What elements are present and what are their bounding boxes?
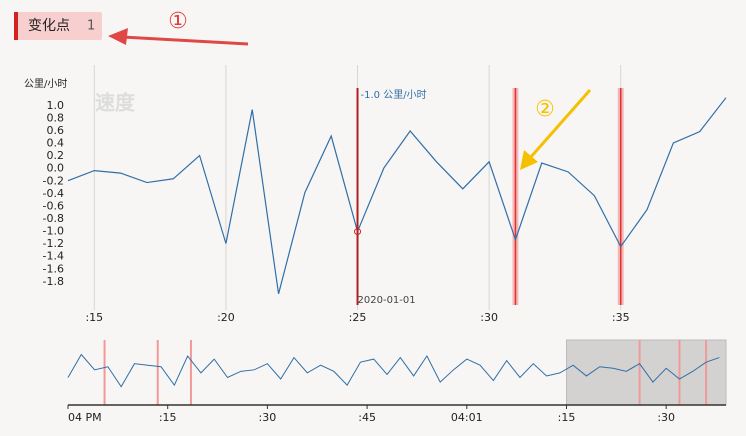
navigator-tick-label: 04:01: [451, 411, 483, 424]
navigator-tick-label: 04 PM: [68, 411, 102, 424]
y-tick-label: -1.8: [43, 275, 64, 288]
arrow: [528, 89, 592, 159]
y-tick-label: -0.2: [43, 174, 64, 187]
y-tick-label: -0.4: [43, 187, 64, 200]
badge-bg: [14, 12, 102, 40]
navigator-tick-label: :30: [657, 411, 675, 424]
x-tick-label: :35: [612, 311, 630, 324]
x-tick-label: :25: [349, 311, 367, 324]
cursor-point: [354, 228, 362, 236]
navigator-tick-label: :45: [358, 411, 376, 424]
x-tick-label: :30: [480, 311, 498, 324]
navigator-tick-label: :30: [259, 411, 277, 424]
arrow-head: [108, 28, 128, 45]
badge-label: 变化点: [28, 18, 70, 34]
y-tick-label: 0.8: [47, 111, 65, 124]
y-tick-label: 0.6: [47, 124, 65, 137]
y-tick-label: 0.4: [47, 137, 65, 150]
navigator-tick-label: :15: [558, 411, 576, 424]
annotation: ②: [535, 97, 555, 122]
y-tick-label: -1.6: [43, 262, 64, 275]
y-tick-label: -0.6: [43, 199, 64, 212]
badge-bar: [14, 12, 18, 40]
y-tick-label: 0.2: [47, 149, 65, 162]
x-tick-label: :15: [85, 311, 103, 324]
badge-count: 1: [87, 19, 95, 34]
y-tick-label: -1.0: [43, 225, 64, 238]
data-line: [67, 97, 727, 294]
arrow-head: [520, 150, 538, 170]
arrow: [121, 35, 249, 46]
change-badge[interactable]: 变化点 1: [14, 12, 102, 40]
navigator-line: [67, 353, 720, 388]
cursor-date: 2020-01-01: [358, 295, 416, 306]
y-tick-label: 1.0: [47, 99, 65, 112]
x-tick-label: :20: [217, 311, 235, 324]
y-axis-label: 公里/小时: [24, 78, 67, 90]
y-tick-label: -0.8: [43, 212, 64, 225]
y-tick-label: 0.0: [47, 162, 65, 175]
annotation: ①: [168, 9, 188, 34]
y-tick-label: -1.2: [43, 237, 64, 250]
y-tick-label: -1.4: [43, 250, 64, 263]
cursor-value: -1.0 公里/小时: [361, 89, 427, 101]
navigator-tick-label: :15: [159, 411, 177, 424]
watermark: 速度: [95, 91, 136, 115]
